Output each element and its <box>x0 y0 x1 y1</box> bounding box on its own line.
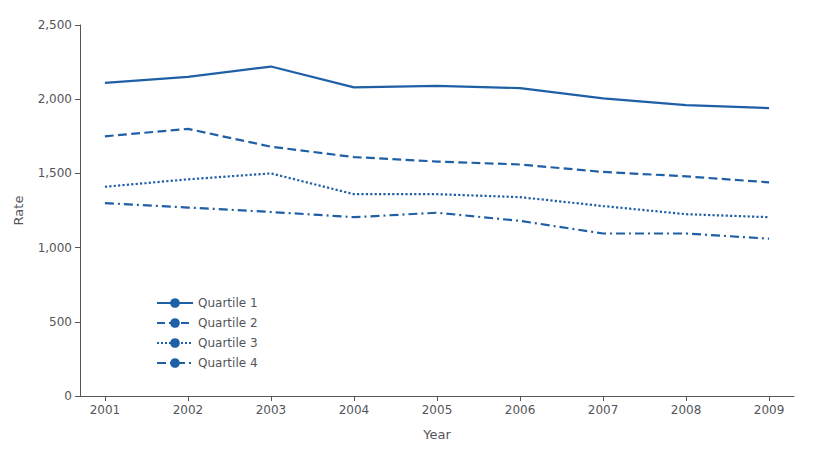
svg-text:1,000: 1,000 <box>38 241 72 255</box>
svg-text:500: 500 <box>49 315 72 329</box>
svg-text:Year: Year <box>422 427 451 442</box>
svg-text:2003: 2003 <box>256 403 287 417</box>
svg-text:2005: 2005 <box>422 403 453 417</box>
svg-text:2,000: 2,000 <box>38 92 72 106</box>
svg-text:2007: 2007 <box>588 403 619 417</box>
svg-text:2008: 2008 <box>671 403 702 417</box>
svg-text:Quartile 2: Quartile 2 <box>198 316 258 330</box>
svg-text:Rate: Rate <box>11 196 26 226</box>
svg-text:0: 0 <box>64 389 72 403</box>
svg-text:Quartile 3: Quartile 3 <box>198 336 258 350</box>
svg-text:2009: 2009 <box>754 403 785 417</box>
svg-text:2,500: 2,500 <box>38 18 72 32</box>
svg-text:2001: 2001 <box>90 403 121 417</box>
svg-text:2004: 2004 <box>339 403 370 417</box>
svg-text:2006: 2006 <box>505 403 536 417</box>
svg-text:1,500: 1,500 <box>38 166 72 180</box>
svg-text:Quartile 1: Quartile 1 <box>198 296 258 310</box>
svg-text:Quartile 4: Quartile 4 <box>198 356 258 370</box>
svg-text:2002: 2002 <box>173 403 204 417</box>
